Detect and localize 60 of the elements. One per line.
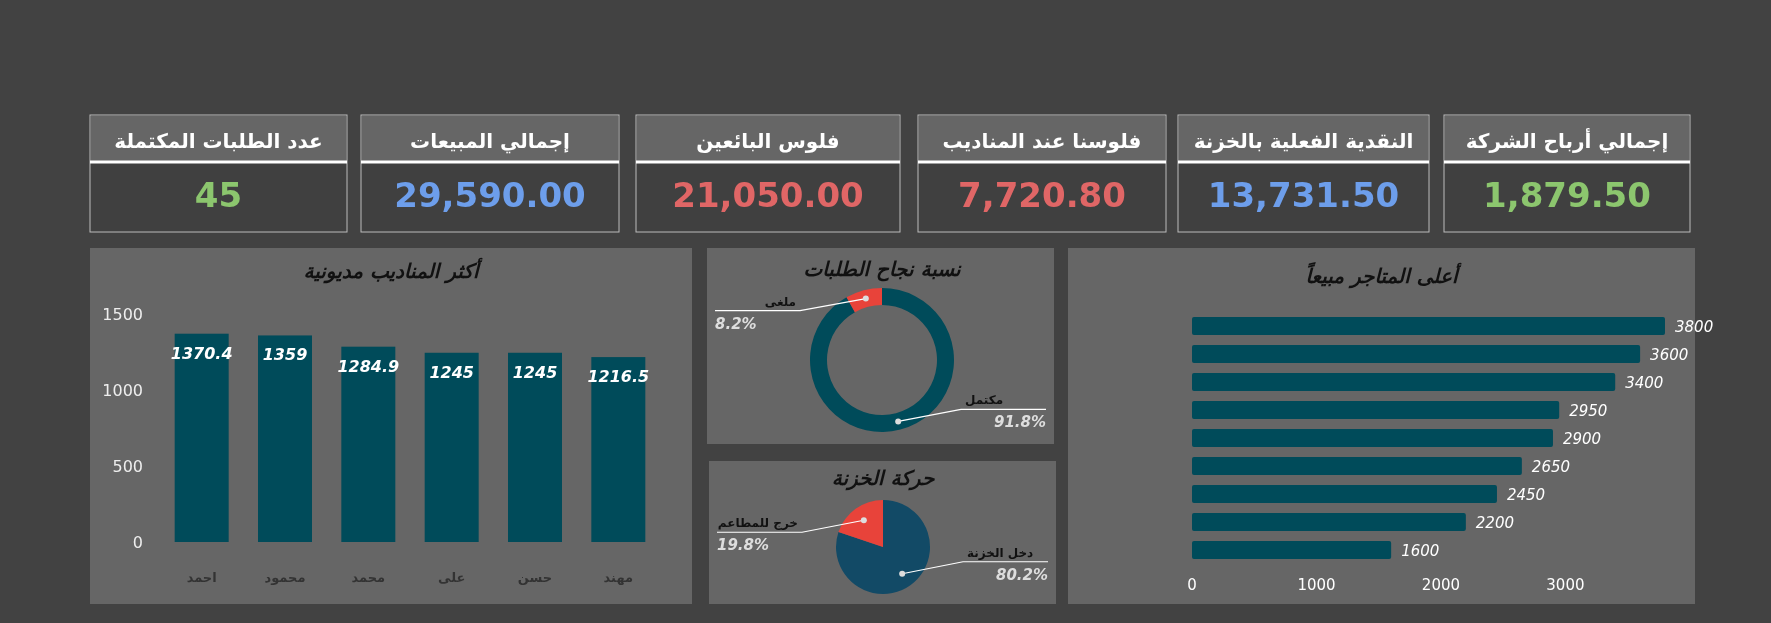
x-tick-label: 2000 — [1421, 576, 1461, 594]
slice-label: خرج للمطاعم — [717, 516, 798, 531]
text: عدد الطلبات المكتملة — [114, 129, 323, 153]
data-label: 1284.9 — [337, 356, 400, 376]
bar — [1192, 513, 1466, 531]
chart-title: أكثر المناديب مديونية — [303, 257, 483, 284]
data-label: 2950 — [1569, 402, 1608, 420]
data-label: 1370.4 — [170, 343, 233, 363]
pie-slice — [838, 500, 883, 547]
data-label: 1245 — [512, 362, 558, 382]
text: 21,050.00 — [672, 175, 864, 215]
data-label: 1216.5 — [587, 367, 650, 387]
text: فلوس البائعين — [696, 129, 840, 153]
data-label: 19.8% — [717, 536, 770, 555]
slice-label: دخل الخزنة — [967, 545, 1034, 560]
chart-title: حركة الخزنة — [831, 466, 935, 491]
data-label: 2900 — [1562, 430, 1602, 448]
bar — [1192, 317, 1665, 335]
y-tick-label: 1000 — [102, 381, 143, 400]
chart-title: أعلى المتاجر مبيعاً — [1305, 261, 1462, 289]
data-label: 2650 — [1531, 458, 1571, 476]
text: إجمالي أرباح الشركة — [1465, 127, 1669, 154]
bar — [1192, 373, 1616, 391]
data-label: 91.8% — [993, 413, 1046, 432]
bar — [1192, 541, 1392, 559]
slice-label: ملغى — [764, 294, 796, 309]
bar — [1192, 485, 1497, 503]
text: 45 — [194, 175, 243, 215]
pie-slice — [836, 500, 930, 594]
data-label: 1359 — [262, 345, 308, 365]
text: 7,720.80 — [958, 175, 1126, 215]
data-label: 3600 — [1650, 346, 1689, 364]
text: 13,731.50 — [1207, 175, 1400, 215]
x-tick-label: 1000 — [1297, 576, 1336, 594]
bar — [1192, 401, 1560, 419]
text: النقدية الفعلية بالخزنة — [1193, 129, 1414, 153]
bar — [1192, 429, 1553, 447]
data-label: 8.2% — [715, 314, 757, 333]
bar — [1192, 457, 1522, 475]
donut-slice — [846, 288, 882, 313]
text: إجمالي المبيعات — [410, 129, 570, 154]
data-label: 3400 — [1625, 374, 1664, 392]
donut-slice — [810, 288, 954, 432]
y-tick-label: 1500 — [102, 305, 143, 324]
x-tick-label: 0 — [1187, 576, 1197, 594]
y-tick-label: 500 — [112, 457, 143, 476]
x-tick-label: 3000 — [1546, 576, 1585, 594]
slice-label: مكتمل — [965, 393, 1004, 408]
data-label: 2450 — [1506, 486, 1546, 504]
bar — [1192, 345, 1641, 363]
y-tick-label: 0 — [132, 533, 143, 552]
data-label: 1245 — [429, 362, 474, 382]
text: فلوسنا عند المناديب — [942, 129, 1142, 153]
data-label: 1600 — [1401, 542, 1440, 560]
chart-title: نسبة نجاح الطلبات — [803, 257, 963, 282]
data-label: 2200 — [1475, 514, 1515, 532]
text: 29,590.00 — [394, 175, 586, 215]
text: 1,879.50 — [1483, 175, 1651, 215]
data-label: 3800 — [1675, 318, 1714, 336]
data-label: 80.2% — [995, 565, 1048, 584]
